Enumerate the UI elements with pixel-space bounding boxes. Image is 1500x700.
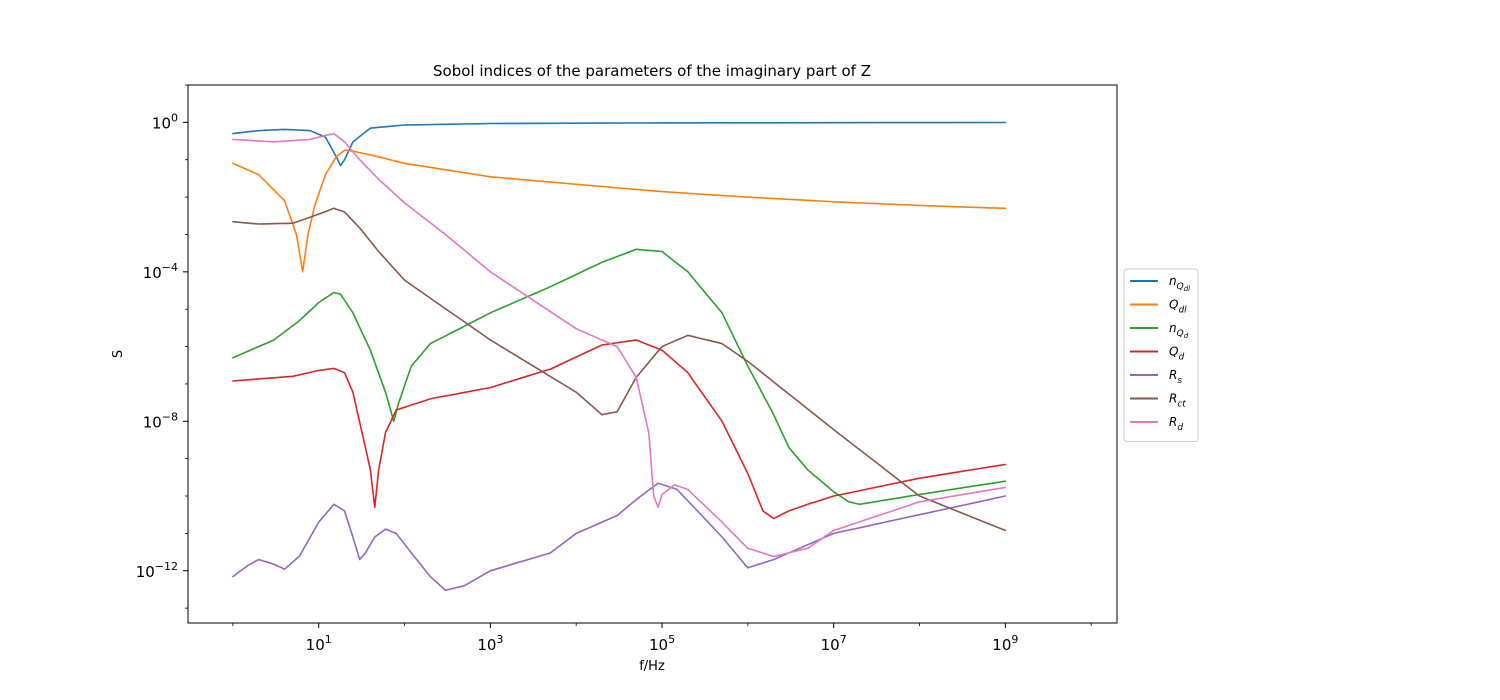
series-line-0 <box>232 121 1007 167</box>
legend-label: Qd <box>1169 345 1184 363</box>
x-tick-label: 103 <box>477 633 503 654</box>
legend: nQdl Qdl nQd Qd Rs Rct Rd <box>1123 268 1199 442</box>
y-tick-label: 100 <box>152 111 178 132</box>
series-line-6 <box>232 132 1007 558</box>
x-tick-label: 101 <box>306 633 332 654</box>
legend-box <box>1123 268 1199 442</box>
y-tick-label: 10−4 <box>143 261 178 282</box>
y-tick-label: 10−8 <box>143 410 178 431</box>
x-tick-label: 105 <box>649 633 675 654</box>
legend-label: Rct <box>1169 392 1186 410</box>
y-axis-ticks: 100 10−4 10−8 10−12 <box>136 84 188 609</box>
legend-label: nQd <box>1169 321 1189 340</box>
series-line-2 <box>232 248 1007 506</box>
axes-frame <box>187 84 1118 624</box>
legend-label: Rs <box>1169 368 1182 386</box>
y-tick-label: 10−12 <box>136 560 178 581</box>
x-axis-label: f/Hz <box>639 659 665 674</box>
x-axis-ticks: 101 103 105 107 109 <box>232 623 1092 654</box>
series-line-1 <box>232 149 1007 273</box>
y-axis-label: S <box>111 350 126 358</box>
x-tick-label: 107 <box>821 633 847 654</box>
chart-title: Sobol indices of the parameters of the i… <box>433 62 871 80</box>
legend-label: Qdl <box>1169 298 1187 316</box>
x-tick-label: 109 <box>992 633 1018 654</box>
legend-label: Rd <box>1169 415 1183 433</box>
series-line-5 <box>232 207 1007 532</box>
legend-label: nQdl <box>1169 274 1190 293</box>
series-line-3 <box>232 339 1007 520</box>
series-line-4 <box>232 482 1007 592</box>
plot-area <box>232 121 1007 592</box>
